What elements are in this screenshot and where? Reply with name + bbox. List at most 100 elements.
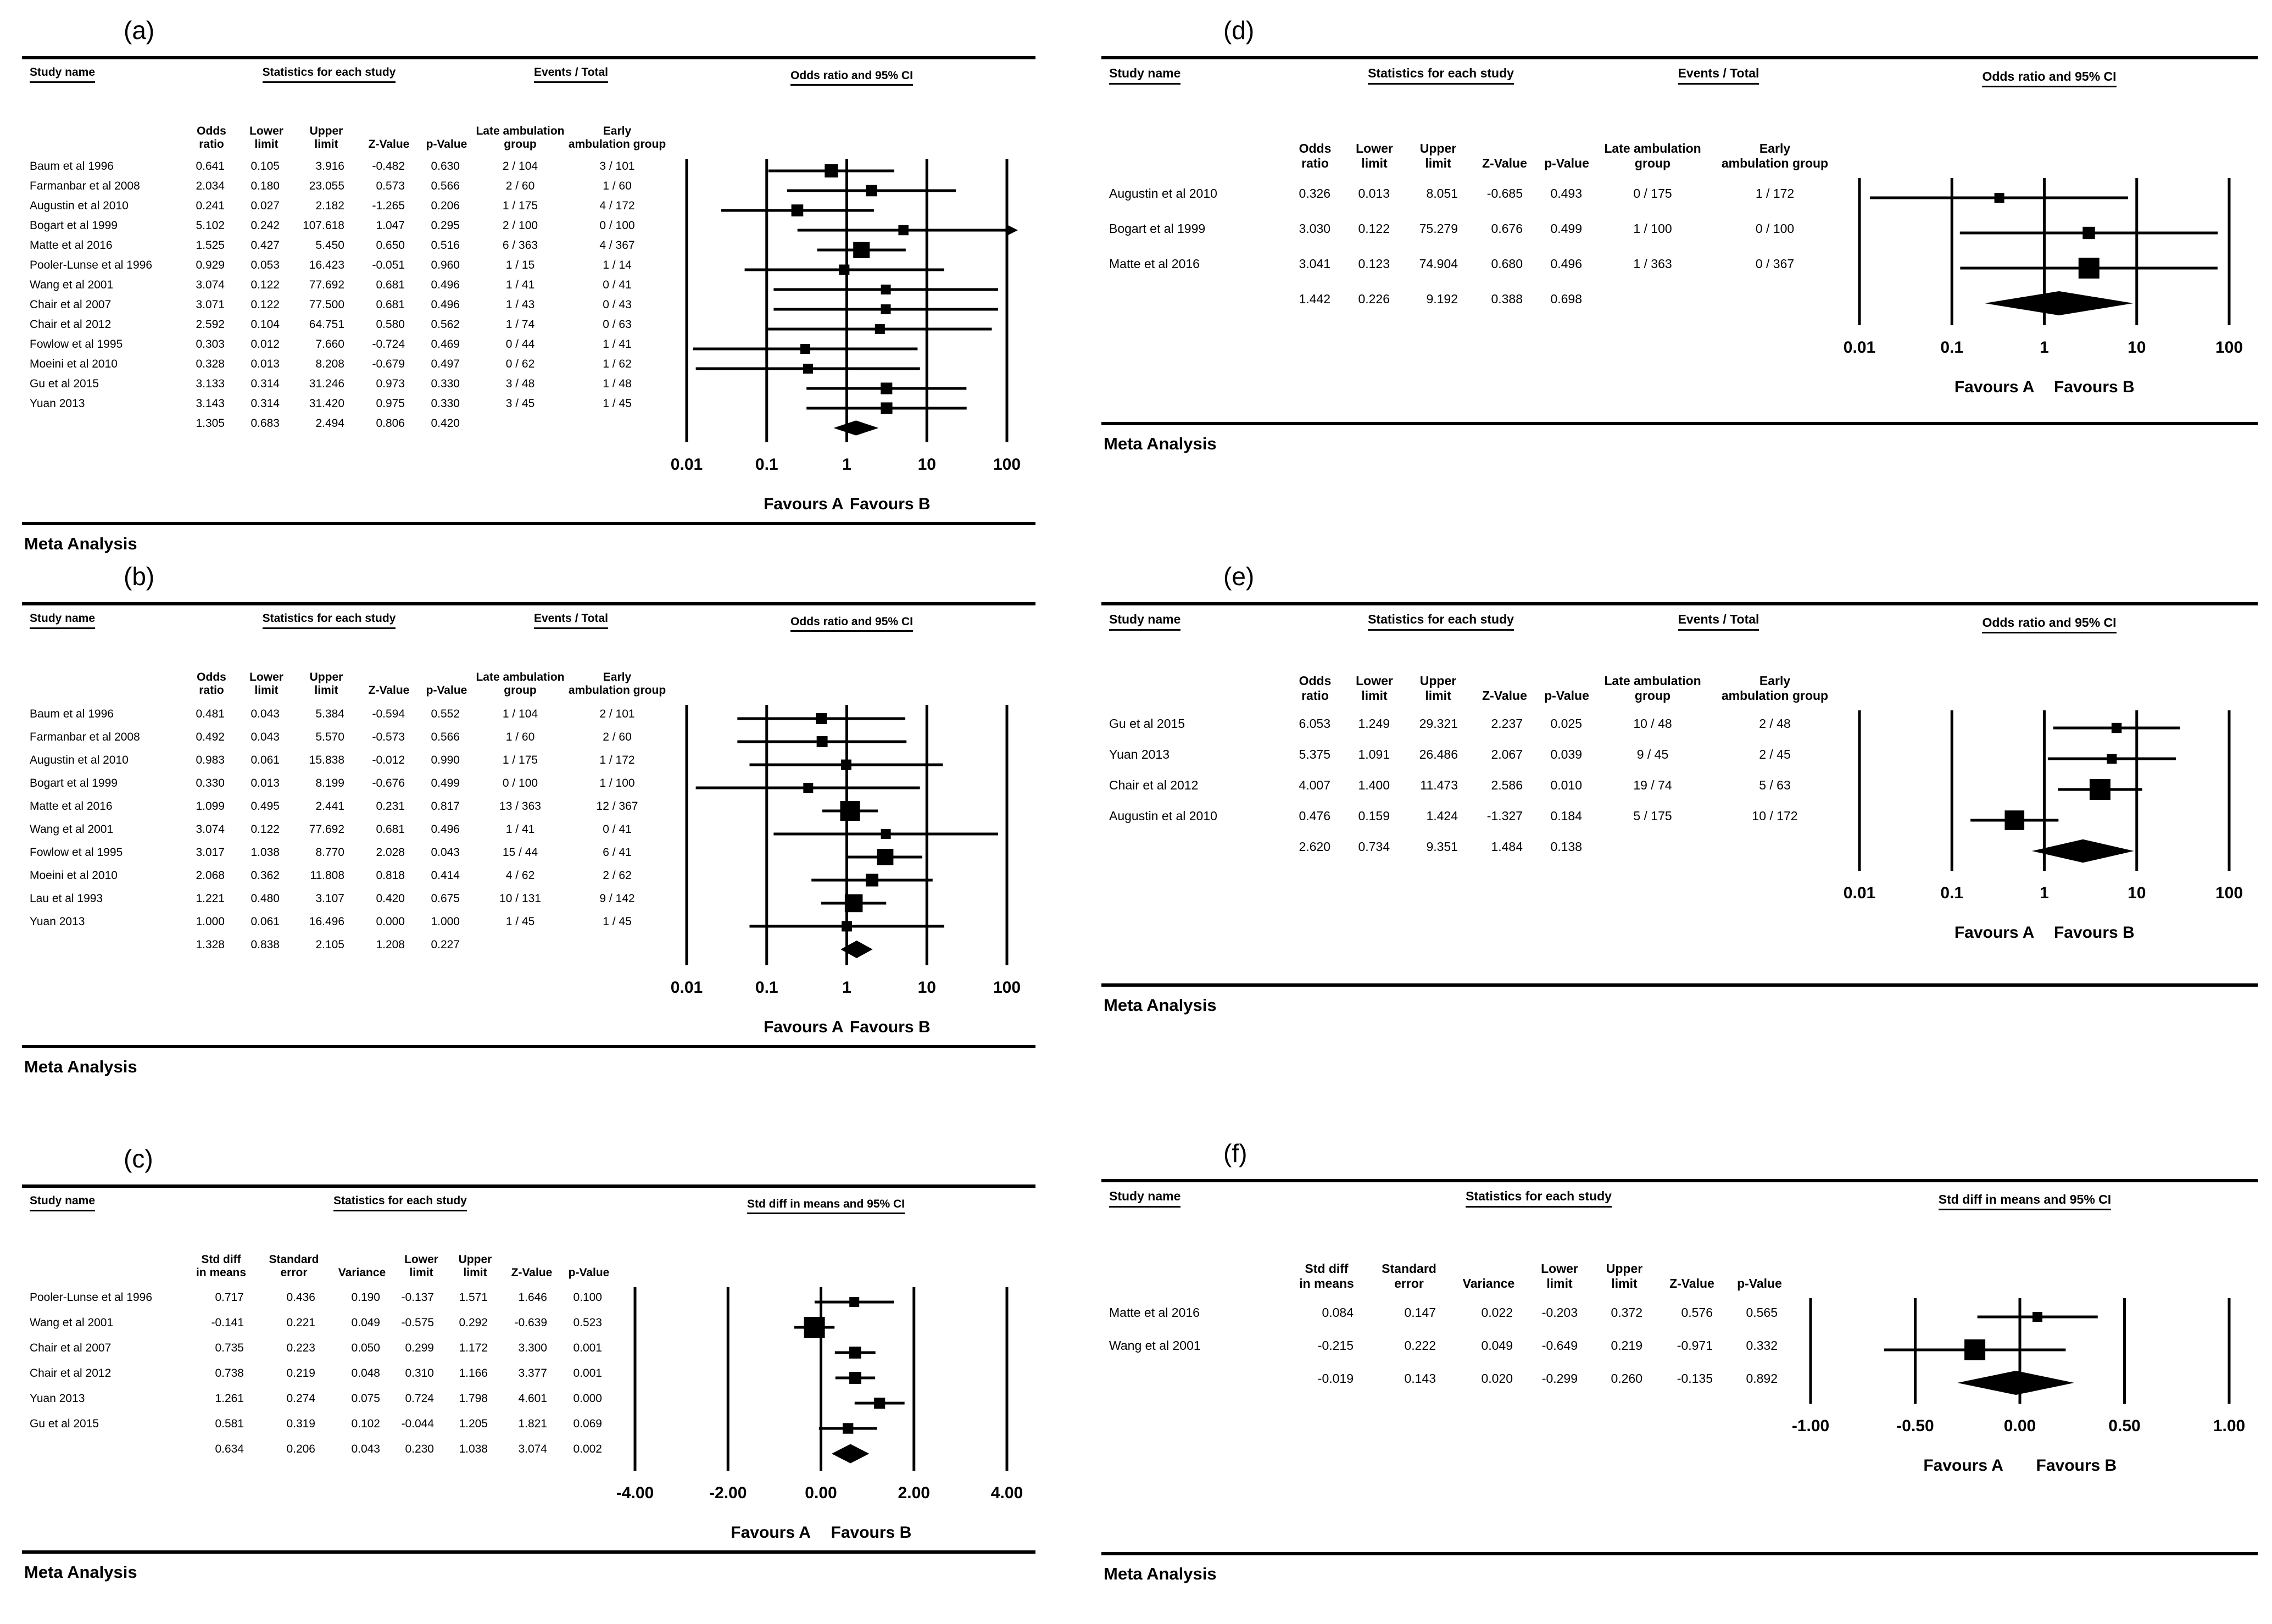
stat-value: 1.261 (215, 1392, 244, 1405)
subheader-lower-limit: Lower limit (249, 124, 283, 151)
subheader-blank (22, 100, 184, 157)
study-row: Augustin et al 2010 0.476 0.159 1.424 -1.327… (1101, 800, 1841, 831)
stat-value: -0.649 (1541, 1338, 1578, 1353)
axis-tick-label: 0.1 (755, 978, 778, 997)
study-row: Lau et al 1993 1.221 0.480 3.107 0.420 0.675 1… (22, 887, 668, 910)
axis-tick-label: 0.00 (2004, 1417, 2036, 1435)
study-name: Chair et al 2012 (1109, 778, 1199, 792)
panel-d-forest-plot: Odds ratio and 95% CI 0.01 0.1 1 10 100 Favou… (1841, 66, 2258, 422)
stat-value: 0.000 (376, 915, 405, 928)
stat-value: 0.818 (376, 869, 405, 882)
stat-value: 0.480 (250, 892, 280, 905)
overall-row: 1.328 0.838 2.105 1.208 0.227 (22, 933, 668, 956)
axis-tick-label: -2.00 (709, 1484, 747, 1502)
axis-tick-label: 100 (2215, 884, 2243, 902)
study-name: Augustin et al 2010 (30, 754, 129, 766)
subheader-upper-limit: Upper limit (309, 124, 343, 151)
study-name: Chair et al 2012 (30, 318, 112, 331)
stat-value: 0.084 (1322, 1305, 1354, 1320)
panel-b-label: (b) (124, 562, 155, 591)
stat-value: 0.053 (250, 259, 280, 271)
subheader-lower-limit: Lower limit (1356, 674, 1393, 703)
study-row: Bogart et al 1999 5.102 0.242 107.618 1.047 0… (22, 216, 668, 236)
stat-value: 0.020 (1481, 1371, 1513, 1386)
stat-value: 2.028 (376, 846, 405, 859)
subheader-standard-error: Standard error (1382, 1261, 1436, 1291)
stat-value: 0.292 (459, 1316, 488, 1329)
stat-value: 0.388 (1491, 292, 1523, 306)
events-total-header: Events / Total (534, 66, 608, 83)
study-name: Pooler-Lunse et al 1996 (30, 1291, 152, 1304)
stat-value: 0.123 (1358, 257, 1390, 271)
overall-row: -0.019 0.143 0.020 -0.299 0.260 -0.135 0.892 (1101, 1362, 1792, 1395)
estimate-box (881, 304, 891, 315)
estimate-box (881, 402, 893, 414)
study-name: Matte et al 2016 (30, 800, 113, 813)
stat-value: 1.424 (1426, 809, 1458, 823)
study-name: Bogart et al 1999 (30, 777, 118, 789)
estimate-box (2107, 754, 2117, 764)
stat-value: 0.022 (1481, 1305, 1513, 1320)
stat-value: 0.223 (286, 1342, 315, 1354)
subheader-lower-limit: Lower limit (1541, 1261, 1578, 1291)
subheader-z-value: Z-Value (368, 137, 410, 151)
study-name: Chair et al 2007 (30, 1342, 112, 1354)
study-row: Yuan 2013 5.375 1.091 26.486 2.067 0.039 9 / 4… (1101, 739, 1841, 770)
study-row: Matte et al 2016 3.041 0.123 74.904 0.680 0.4… (1101, 246, 1841, 281)
stat-value: -0.135 (1677, 1371, 1713, 1386)
stat-value: 0.105 (250, 160, 280, 173)
stat-value: 0.892 (1746, 1371, 1778, 1386)
stat-value: 0.048 (351, 1367, 380, 1380)
panel-d-table: Study name Statistics for each study Eve… (1101, 66, 1841, 422)
favours-b-label: Favours B (2036, 1456, 2117, 1475)
meta-analysis-label: Meta Analysis (1104, 995, 1217, 1015)
stat-value: 1.172 (459, 1342, 488, 1354)
axis-tick-label: 100 (993, 978, 1021, 997)
axis-tick-label: 0.1 (755, 455, 778, 474)
study-name: Gu et al 2015 (1109, 716, 1185, 731)
study-name: Gu et al 2015 (30, 377, 99, 390)
study-name-header: Study name (1109, 66, 1181, 85)
stat-value: 0.817 (431, 800, 460, 813)
panel-b-box: Study name Statistics for each study Eve… (22, 602, 1035, 1048)
stat-value: 0.002 (573, 1443, 602, 1455)
forest-plot-svg: 0.01 0.1 1 10 100 Favours A Favours B (671, 159, 1021, 513)
subheader-z-value: Z-Value (511, 1266, 553, 1279)
stat-value: -0.141 (211, 1316, 244, 1329)
stat-value: 0.481 (196, 708, 225, 720)
panel-b-rows: Baum et al 1996 0.481 0.043 5.384 -0.594 0.55… (22, 703, 668, 956)
events-total-value: 1 / 100 (599, 777, 635, 789)
stat-value: 3.377 (518, 1367, 547, 1380)
panel-a-forest-plot: Odds ratio and 95% CI 0.01 0.1 1 10 100 Favou… (668, 66, 1035, 522)
stat-value: 3.030 (1299, 221, 1330, 236)
stat-value: 0.013 (250, 777, 280, 789)
plot-title: Odds ratio and 95% CI (1982, 615, 2117, 633)
axis-tick-label: -1.00 (1792, 1417, 1829, 1435)
study-name (22, 414, 184, 433)
estimate-box (816, 713, 827, 724)
study-row: Fowlow et al 1995 3.017 1.038 8.770 2.028 0.0… (22, 841, 668, 864)
stat-value: 1.208 (376, 938, 405, 951)
panel-c-rows: Pooler-Lunse et al 1996 0.717 0.436 0.190 -0… (22, 1285, 616, 1462)
stat-value: 2.441 (315, 800, 344, 813)
stat-value: -0.044 (401, 1417, 434, 1430)
subheader-lower-limit: Lower limit (404, 1253, 438, 1279)
events-total-value: 1 / 41 (603, 338, 632, 351)
stat-value: 0.330 (431, 397, 460, 410)
overall-row: 1.442 0.226 9.192 0.388 0.698 (1101, 281, 1841, 316)
stat-value: 0.650 (376, 239, 405, 252)
overall-row: 2.620 0.734 9.351 1.484 0.138 (1101, 831, 1841, 862)
stat-value: 0.227 (431, 938, 460, 951)
axis-tick-label: 0.01 (1844, 338, 1875, 357)
events-total-value: 2 / 60 (603, 731, 632, 743)
study-name (1101, 831, 1285, 862)
stat-value: 8.770 (315, 846, 344, 859)
panel-b: (b) Study name Statistics for each study… (22, 561, 1035, 1077)
subheader-upper-limit: Upper limit (458, 1253, 492, 1279)
estimate-box (840, 759, 851, 770)
stat-value: 0.025 (1550, 716, 1582, 731)
stat-value: 0.332 (1746, 1338, 1778, 1353)
events-total-value: 1 / 104 (502, 708, 538, 720)
axis-tick-label: 0.1 (1940, 884, 1963, 902)
stat-value: 2.105 (315, 938, 344, 951)
